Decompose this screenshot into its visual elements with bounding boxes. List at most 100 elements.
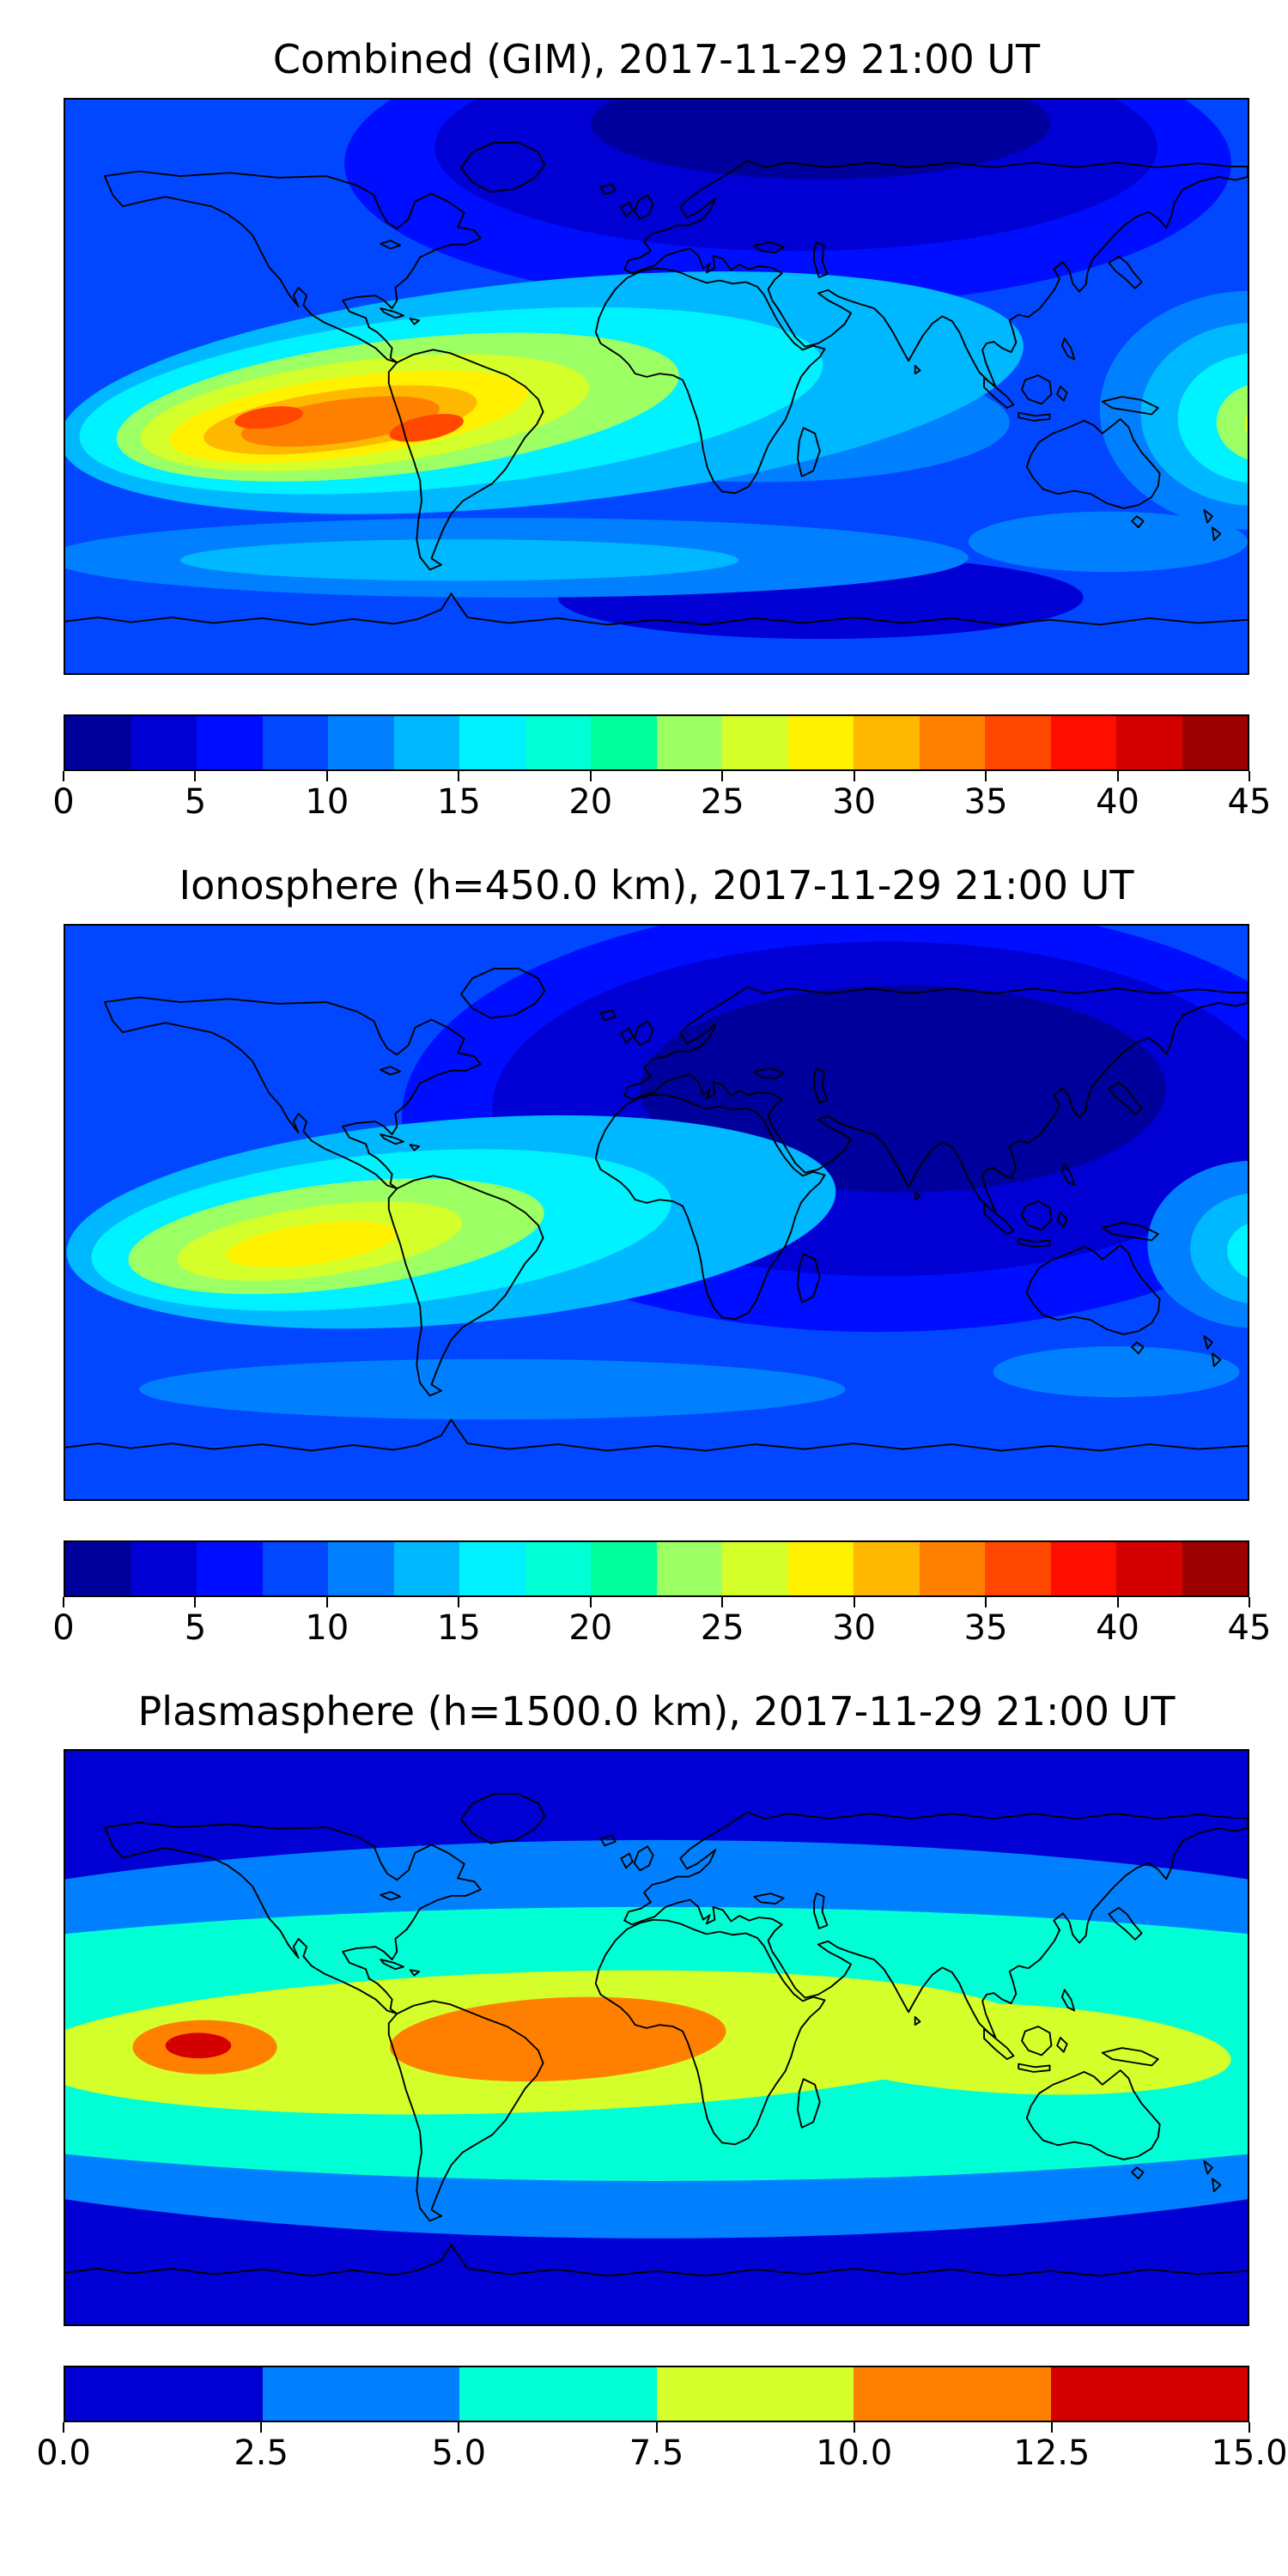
colorbar-tick-label: 40 <box>1096 1607 1139 1648</box>
map-ionosphere <box>64 923 1249 1501</box>
panel-title-plasmasphere: Plasmasphere (h=1500.0 km), 2017-11-29 2… <box>137 1687 1176 1735</box>
colorbar-tick-label: 5 <box>184 1607 207 1648</box>
colorbar-tickmark <box>853 770 855 781</box>
map-combined <box>64 97 1249 675</box>
colorbar-segment <box>787 715 854 769</box>
colorbar-segment <box>985 715 1051 769</box>
colorbar-tick-label: 20 <box>568 781 613 822</box>
colorbar-segment <box>722 1541 788 1595</box>
colorbar-segment <box>262 2367 459 2421</box>
colorbar-tick-label: 0 <box>52 1607 75 1648</box>
colorbar-tick-label: 20 <box>568 1607 613 1648</box>
colorbar-tick-label: 35 <box>963 1607 1008 1648</box>
colorbar-segment <box>459 1541 526 1595</box>
colorbar-segment <box>459 715 526 769</box>
colorbar-tick-label: 10 <box>305 781 349 822</box>
colorbar-segment <box>262 1541 328 1595</box>
map-plasmasphere <box>64 1749 1249 2327</box>
colorbar-tick-label: 15 <box>436 781 481 822</box>
colorbar-tick-label: 10 <box>305 1607 349 1648</box>
colorbar-plasmasphere <box>64 2366 1249 2423</box>
colorbar-tickmark <box>985 1596 987 1607</box>
colorbar-tickmark <box>63 770 64 781</box>
colorbar-tick-label: 30 <box>832 1607 877 1648</box>
colorbar-tick-label: 35 <box>963 781 1008 822</box>
colorbar-segment <box>525 715 591 769</box>
colorbar-segment <box>591 1541 657 1595</box>
tec-contours-ionosphere <box>65 925 1248 1499</box>
colorbar-ionosphere <box>64 1540 1249 1597</box>
colorbar-tick-label: 7.5 <box>629 2433 684 2474</box>
colorbar-tick-label: 2.5 <box>234 2433 289 2474</box>
colorbar-segment <box>131 715 197 769</box>
colorbar-tickmark <box>458 1596 460 1607</box>
colorbar-tick-label: 45 <box>1227 1607 1272 1648</box>
colorbar-tickmark <box>458 770 460 781</box>
colorbar-segment <box>328 715 394 769</box>
colorbar-segment <box>262 715 328 769</box>
colorbar-tick-label: 40 <box>1096 781 1139 822</box>
colorbar-tickmark <box>63 2422 64 2433</box>
colorbar-segment <box>65 1541 131 1595</box>
colorbar-segment <box>197 1541 263 1595</box>
colorbar-tickmark <box>325 1596 328 1607</box>
colorbar-tickmark <box>194 770 197 781</box>
colorbar-tick-label: 30 <box>832 781 877 822</box>
colorbar-tickmark <box>721 770 724 781</box>
colorbar-segment <box>985 1541 1051 1595</box>
colorbar-segment <box>197 715 263 769</box>
colorbar-segment <box>1182 1541 1248 1595</box>
colorbar-tickmark <box>63 1596 64 1607</box>
colorbar-tick-label: 15.0 <box>1211 2433 1288 2474</box>
colorbar-tickmark <box>721 1596 724 1607</box>
colorbar-segment <box>525 1541 591 1595</box>
colorbar-segment <box>131 1541 197 1595</box>
colorbar-segment <box>65 715 131 769</box>
colorbar-tickmark <box>260 2422 263 2433</box>
tec-map-combined <box>65 99 1248 673</box>
panel-plasmasphere: Plasmasphere (h=1500.0 km), 2017-11-29 2… <box>36 1652 1288 2478</box>
colorbar-tick-label: 5 <box>184 781 207 822</box>
colorbar-tickmark <box>194 1596 197 1607</box>
colorbar-segment <box>1182 715 1248 769</box>
colorbar-tickmark <box>853 2422 855 2433</box>
colorbar-segment <box>393 1541 459 1595</box>
colorbar-segment <box>1116 1541 1182 1595</box>
colorbar-segment <box>656 715 722 769</box>
colorbar-tickmark <box>1116 1596 1119 1607</box>
colorbar-ticks-combined: 0 5 10 15 20 25 30 35 40 45 <box>52 770 1271 826</box>
colorbar-segment <box>854 2367 1051 2421</box>
colorbar-tickmark <box>1050 2422 1053 2433</box>
colorbar-segment <box>393 715 459 769</box>
colorbar-tick-label: 45 <box>1227 781 1272 822</box>
colorbar-tick-label: 5.0 <box>431 2433 487 2474</box>
colorbar-segment <box>1116 715 1182 769</box>
colorbar-tickmark <box>1249 1596 1250 1607</box>
colorbar-segment <box>1050 715 1116 769</box>
panel-title-combined: Combined (GIM), 2017-11-29 21:00 UT <box>272 36 1041 82</box>
colorbar-tick-label: 25 <box>700 781 744 822</box>
colorbar-segment <box>65 2367 263 2421</box>
tec-map-plasmasphere <box>65 1751 1248 2325</box>
colorbar-tick-label: 0.0 <box>36 2433 91 2474</box>
colorbar-tick-label: 0 <box>52 781 75 822</box>
colorbar-segment <box>656 1541 722 1595</box>
colorbar-segment <box>328 1541 394 1595</box>
colorbar-tickmark <box>985 770 987 781</box>
colorbar-segment <box>854 1541 920 1595</box>
panel-combined: Combined (GIM), 2017-11-29 21:00 UT <box>52 0 1271 826</box>
colorbar-segment <box>459 2367 657 2421</box>
colorbar-tick-label: 25 <box>700 1607 744 1648</box>
panel-title-ionosphere: Ionosphere (h=450.0 km), 2017-11-29 21:0… <box>179 861 1134 908</box>
tec-contours-combined <box>65 99 1248 673</box>
colorbar-tickmark <box>853 1596 855 1607</box>
colorbar-tickmark <box>1116 770 1119 781</box>
panel-ionosphere: Ionosphere (h=450.0 km), 2017-11-29 21:0… <box>52 826 1271 1652</box>
colorbar-tickmark <box>325 770 328 781</box>
colorbar-tickmark <box>1249 770 1250 781</box>
colorbar-segment <box>1050 2367 1248 2421</box>
colorbar-tickmark <box>589 770 592 781</box>
colorbar-segment <box>787 1541 854 1595</box>
colorbar-segment <box>919 715 985 769</box>
colorbar-ticks-plasmasphere: 0.0 2.5 5.0 7.5 10.0 12.5 15.0 <box>36 2422 1288 2477</box>
